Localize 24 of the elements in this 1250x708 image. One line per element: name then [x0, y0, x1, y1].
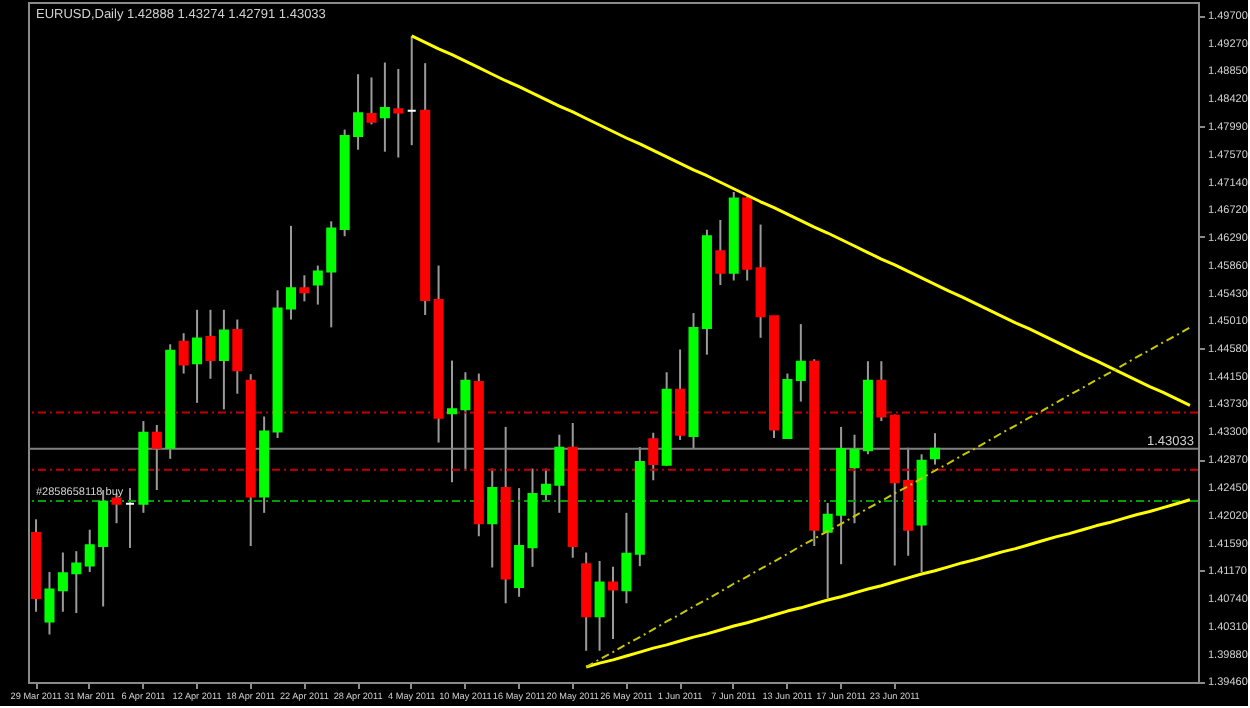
- line-series: [410, 34, 1192, 407]
- candlestick: [205, 308, 216, 380]
- candlestick: [621, 511, 632, 605]
- candlestick: [607, 565, 619, 641]
- candlestick: [151, 423, 162, 492]
- line-series: [584, 498, 1192, 669]
- candlestick: [648, 431, 659, 482]
- candlestick: [44, 571, 55, 636]
- candlestick: [192, 308, 203, 404]
- candlestick: [299, 274, 310, 303]
- candlestick: [487, 467, 498, 569]
- candlestick: [795, 323, 806, 403]
- candlestick: [232, 318, 243, 395]
- candlestick: [929, 432, 941, 466]
- candlestick: [218, 308, 229, 411]
- line-series: [585, 326, 1191, 669]
- candlestick: [594, 559, 605, 652]
- candlestick: [876, 360, 887, 423]
- candlestick: [366, 76, 377, 126]
- candlestick: [393, 68, 404, 159]
- candlestick: [715, 218, 726, 287]
- candlestick: [379, 61, 390, 153]
- candlestick: [178, 332, 189, 375]
- candlestick: [675, 348, 686, 441]
